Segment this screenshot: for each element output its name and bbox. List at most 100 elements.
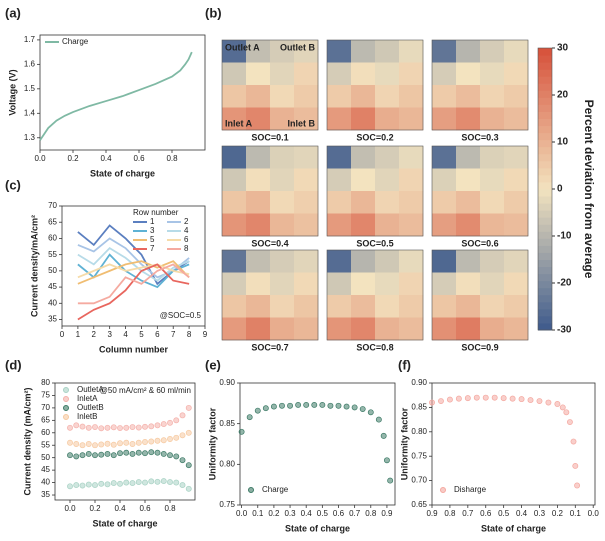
x-tick-label: 0.2 — [552, 509, 564, 518]
heatmap-cell — [432, 295, 457, 318]
heatmap-cell — [327, 168, 352, 192]
heatmap-cell — [270, 40, 295, 63]
heatmap-cell — [480, 107, 505, 131]
point — [123, 449, 130, 456]
heatmap-cell — [351, 272, 376, 296]
x-tick-label: 0.8 — [444, 509, 456, 518]
point — [185, 462, 192, 469]
heatmap-cell — [504, 272, 529, 296]
y-tick-label: 60 — [48, 234, 57, 243]
heatmap-cell — [294, 40, 319, 63]
point — [123, 479, 130, 486]
point — [500, 395, 507, 402]
heatmap-cell — [246, 191, 271, 214]
point — [73, 422, 80, 429]
point — [160, 421, 167, 428]
heatmap-cell — [294, 272, 319, 296]
heatmap-cell — [327, 146, 352, 169]
x-tick-label: 0.9 — [381, 509, 393, 518]
heatmap-cell — [375, 107, 400, 131]
plot-frame — [61, 205, 206, 327]
point — [295, 402, 302, 408]
x-tick-label: 2 — [92, 330, 97, 339]
legend-swatch — [440, 487, 446, 493]
heatmap-cell — [375, 295, 400, 318]
heatmap-cell — [399, 317, 424, 341]
legend-label: 8 — [184, 244, 189, 253]
heatmap-cell — [222, 146, 247, 169]
heatmap-cell — [270, 317, 295, 341]
legend-swatch — [63, 387, 69, 393]
point — [455, 395, 462, 402]
heatmap-cell — [504, 107, 529, 131]
heatmap-cell — [327, 295, 352, 318]
heatmap-cell — [504, 191, 529, 214]
heatmap-cell — [432, 40, 457, 63]
colorbar-segment — [538, 104, 552, 112]
y-tick-label: 50 — [41, 453, 50, 462]
point — [173, 453, 180, 460]
point — [79, 423, 86, 430]
point — [160, 478, 167, 485]
heatmap-cell — [480, 317, 505, 341]
legend-label: 3 — [150, 226, 155, 235]
point — [559, 404, 566, 411]
port-label: Outlet A — [225, 42, 260, 52]
series-line — [39, 51, 193, 141]
colorbar-segment — [538, 118, 552, 127]
heatmap-cell — [327, 213, 352, 237]
heatmap-cell — [294, 168, 319, 192]
x-tick-label: 0.2 — [268, 509, 280, 518]
heatmap-cell — [294, 250, 319, 273]
heatmap-cell — [246, 295, 271, 318]
heatmap-cell — [327, 191, 352, 214]
heatmap-cell — [246, 272, 271, 296]
colorbar-segment — [538, 280, 552, 289]
heatmap-cell — [399, 272, 424, 296]
colorbar-segment — [538, 83, 552, 91]
heatmap-cell — [375, 250, 400, 273]
heatmap-cell — [222, 107, 247, 131]
y-tick-label: 1.6 — [24, 59, 36, 68]
point — [167, 436, 173, 442]
heatmap-cell — [222, 272, 247, 296]
x-tick-label: 0.6 — [133, 154, 145, 163]
heatmap-cell — [399, 250, 424, 273]
heatmap-cell — [375, 213, 400, 237]
point — [179, 482, 186, 489]
heatmap-cell — [399, 146, 424, 169]
y-tick-label: 55 — [41, 440, 50, 449]
series-line — [77, 263, 190, 279]
point — [464, 395, 471, 402]
point — [167, 419, 173, 426]
point — [380, 432, 387, 439]
point — [254, 407, 261, 414]
heatmap-cell — [504, 250, 529, 273]
x-tick-label: 8 — [187, 330, 192, 339]
point — [104, 450, 111, 457]
colorbar-segment — [538, 90, 552, 98]
heatmap-cell — [456, 317, 481, 341]
map-label: SOC=0.6 — [461, 238, 498, 248]
plot-frame — [431, 382, 596, 506]
point — [135, 479, 142, 486]
colorbar-segment — [538, 287, 552, 296]
legend-label: 2 — [184, 217, 189, 226]
legend-label: 4 — [184, 226, 189, 235]
heatmap-cell — [504, 62, 529, 86]
point — [67, 439, 73, 446]
map-frame — [326, 249, 424, 341]
y-axis-label: Current density (mA/cm²) — [22, 387, 32, 495]
point — [572, 463, 579, 469]
point — [179, 457, 186, 464]
heatmap-cell — [375, 146, 400, 169]
y-tick-label: 50 — [48, 266, 57, 275]
heatmap-cell — [432, 168, 457, 192]
y-tick-label: 1.7 — [24, 35, 36, 44]
colorbar-segment — [538, 294, 552, 303]
y-tick-label: 35 — [48, 315, 57, 324]
point — [154, 422, 161, 429]
point — [92, 442, 98, 449]
colorbar-segment — [538, 139, 552, 148]
colorbar-tick-label: -20 — [557, 278, 572, 289]
